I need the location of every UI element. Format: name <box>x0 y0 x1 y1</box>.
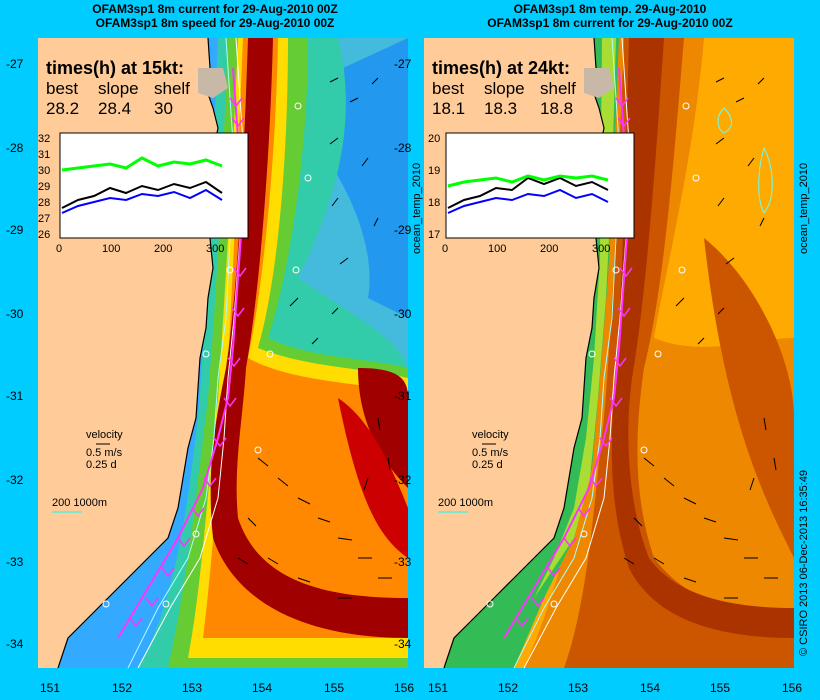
lat-label-r29: -29 <box>394 223 412 237</box>
lat-label-27: -27 <box>6 57 24 71</box>
left-inset-ytick-7: 26 <box>38 229 50 241</box>
right-times-title: times(h) at 24kt: <box>432 58 570 78</box>
lon-label-155: 155 <box>324 681 344 695</box>
left-times-value-best: 28.2 <box>46 99 79 118</box>
right-inset-chart: 20 19 18 17 0 100 200 300 <box>428 132 635 255</box>
left-times-label-shelf: shelf <box>154 79 190 98</box>
right-inset-ytick-3: 18 <box>428 197 440 209</box>
right-title-line2: OFAM3sp1 8m current for 29-Aug-2010 00Z <box>487 16 733 30</box>
right-inset-xtick-3: 200 <box>540 243 558 255</box>
left-inset-ytick-3: 30 <box>38 165 50 177</box>
temperature-map-panel[interactable]: times(h) at 24kt: best slope shelf 18.1 … <box>424 38 794 668</box>
left-title-line2: OFAM3sp1 8m speed for 29-Aug-2010 00Z <box>95 16 335 30</box>
left-times-label-slope: slope <box>98 79 139 98</box>
speed-map-panel[interactable]: times(h) at 15kt: best slope shelf 28.2 … <box>38 38 408 668</box>
left-inset-ytick-2: 31 <box>38 149 50 161</box>
left-times-title: times(h) at 15kt: <box>46 58 184 78</box>
lat-axis-right: -27 -28 -29 -30 -31 -32 -33 -34 <box>394 57 412 651</box>
lat-label-33: -33 <box>6 555 24 569</box>
lon-label-153: 153 <box>182 681 202 695</box>
right-inset-ytick-4: 17 <box>428 229 440 241</box>
left-times-value-slope: 28.4 <box>98 99 131 118</box>
lat-axis: -27 -28 -29 -30 -31 -32 -33 -34 <box>6 57 24 651</box>
lat-label-32: -32 <box>6 473 24 487</box>
right-velocity-time: 0.25 d <box>472 459 503 471</box>
lat-label-29: -29 <box>6 223 24 237</box>
right-inset-xtick-1: 0 <box>442 243 448 255</box>
lon-label-r153: 153 <box>568 681 588 695</box>
left-inset-xtick-4: 300 <box>206 243 224 255</box>
current-core <box>210 38 408 638</box>
lon-label-r156: 156 <box>782 681 802 695</box>
lat-label-r34: -34 <box>394 637 412 651</box>
right-inset-ytick-1: 20 <box>428 133 440 145</box>
lat-label-r33: -33 <box>394 555 412 569</box>
lat-label-r32: -32 <box>394 473 412 487</box>
left-inset-ytick-5: 28 <box>38 197 50 209</box>
right-contour-legend: 200 1000m <box>438 497 493 509</box>
right-times-value-best: 18.1 <box>432 99 465 118</box>
lat-label-r31: -31 <box>394 389 412 403</box>
right-times-value-slope: 18.3 <box>484 99 517 118</box>
left-inset-ytick-1: 32 <box>38 133 50 145</box>
lon-label-151: 151 <box>40 681 60 695</box>
lat-label-34: -34 <box>6 637 24 651</box>
lon-label-152: 152 <box>112 681 132 695</box>
left-velocity-label: velocity <box>86 429 123 441</box>
left-inset-xtick-2: 100 <box>102 243 120 255</box>
lat-label-28: -28 <box>6 141 24 155</box>
left-inset-xtick-3: 200 <box>154 243 172 255</box>
right-inset-xtick-4: 300 <box>592 243 610 255</box>
left-inset-xtick-1: 0 <box>56 243 62 255</box>
left-inset-chart: 32 31 30 29 28 27 26 0 100 200 300 <box>38 132 249 255</box>
lat-label-r30: -30 <box>394 307 412 321</box>
lat-label-r27: -27 <box>394 57 412 71</box>
lat-label-30: -30 <box>6 307 24 321</box>
lon-label-154: 154 <box>252 681 272 695</box>
lat-label-31: -31 <box>6 389 24 403</box>
right-times-label-shelf: shelf <box>540 79 576 98</box>
left-inset-ytick-4: 29 <box>38 181 50 193</box>
left-times-value-shelf: 30 <box>154 99 173 118</box>
lon-label-156: 156 <box>394 681 414 695</box>
left-velocity-time: 0.25 d <box>86 459 117 471</box>
left-contour-legend: 200 1000m <box>52 497 107 509</box>
lon-label-r155: 155 <box>710 681 730 695</box>
left-velocity-scale: 0.5 m/s <box>86 447 123 459</box>
lon-label-r151: 151 <box>428 681 448 695</box>
lon-label-r154: 154 <box>640 681 660 695</box>
lat-label-r28: -28 <box>394 141 412 155</box>
right-times-value-shelf: 18.8 <box>540 99 573 118</box>
right-times-label-slope: slope <box>484 79 525 98</box>
left-times-label-best: best <box>46 79 78 98</box>
lon-label-r152: 152 <box>498 681 518 695</box>
right-inset-xtick-2: 100 <box>488 243 506 255</box>
right-velocity-scale: 0.5 m/s <box>472 447 509 459</box>
right-title-line1: OFAM3sp1 8m temp. 29-Aug-2010 <box>513 2 707 16</box>
left-inset-ytick-6: 27 <box>38 213 50 225</box>
left-title-line1: OFAM3sp1 8m current for 29-Aug-2010 00Z <box>92 2 338 16</box>
right-times-label-best: best <box>432 79 464 98</box>
right-velocity-label: velocity <box>472 429 509 441</box>
credit-label: © CSIRO 2013 06-Dec-2013 16:35:49 <box>798 469 810 656</box>
right-inset-ytick-2: 19 <box>428 165 440 177</box>
lon-axis: 151 152 153 154 155 156 151 152 153 154 … <box>40 681 802 695</box>
right-side-label: ocean_temp_2010 <box>798 162 810 254</box>
